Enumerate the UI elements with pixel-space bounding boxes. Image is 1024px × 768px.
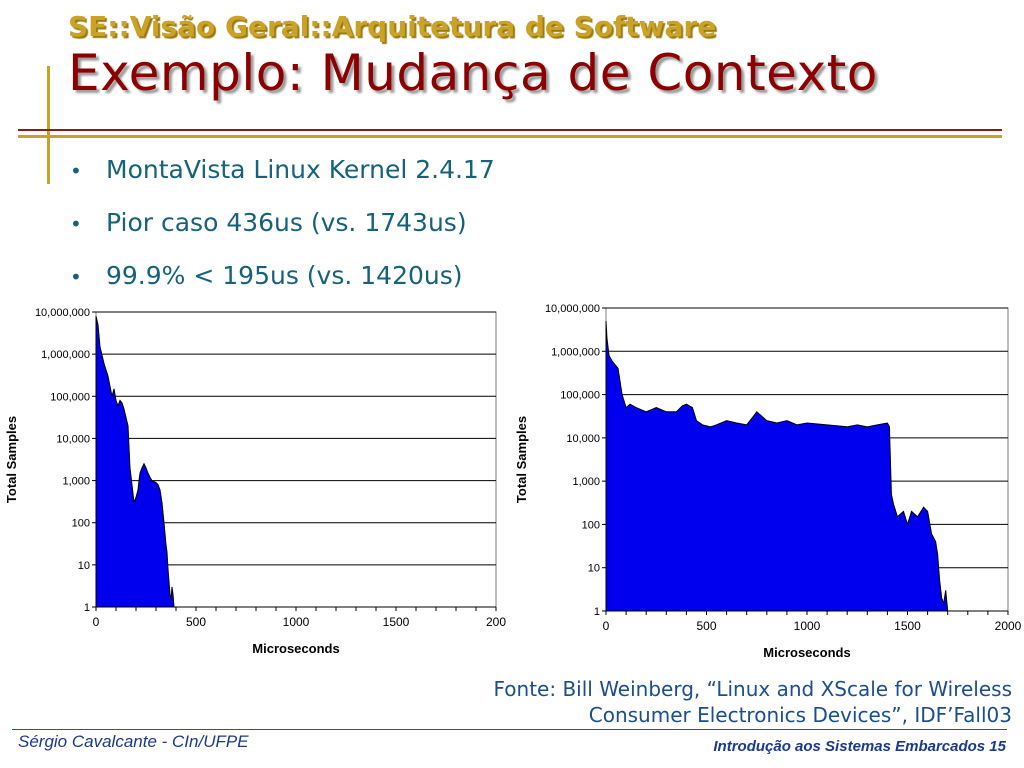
x-axis-title: Microseconds (763, 645, 850, 660)
histogram-area-series (605, 321, 949, 612)
y-tick-label: 1,000,000 (41, 349, 90, 361)
footer-course-page: Introdução aos Sistemas Embarcados 15 (713, 738, 1006, 755)
x-axis-title: Microseconds (252, 641, 339, 656)
y-tick-label: 1 (84, 602, 90, 614)
y-tick-label: 10 (588, 563, 600, 575)
x-tick-label: 1000 (794, 619, 821, 633)
y-tick-label: 10,000,000 (35, 307, 90, 319)
x-tick-label: 500 (696, 619, 716, 633)
y-tick-label: 100 (582, 519, 600, 531)
source-line: Fonte: Bill Weinberg, “Linux and XScale … (493, 677, 1013, 701)
y-tick-label: 10,000 (566, 433, 600, 445)
bullet-item: • Pior caso 436us (vs. 1743us) (70, 203, 495, 256)
x-tick-label: 1500 (894, 619, 921, 633)
bullet-list: • MontaVista Linux Kernel 2.4.17 • Pior ca… (70, 150, 495, 309)
latency-histogram-chart-baseline: 1 10 100 1,000 10,000 100,000 1,000,000 10,000,… (514, 303, 1022, 660)
x-tick-label: 0 (603, 619, 610, 633)
y-tick-label: 100,000 (50, 391, 90, 403)
y-tick-label: 10 (78, 560, 90, 572)
source-line: Consumer Electronics Devices”, IDF’Fall0… (588, 703, 1012, 727)
y-tick-label: 10,000,000 (545, 303, 600, 315)
slide-title: Exemplo: Mudança de Contexto (68, 44, 878, 102)
x-tick-label: 1000 (283, 615, 310, 629)
x-tick-label: 0 (93, 615, 100, 629)
source-citation: Fonte: Bill Weinberg, “Linux and XScale … (494, 676, 1013, 728)
footer-rule (12, 729, 1007, 730)
y-tick-label: 1 (594, 606, 600, 618)
bullet-dot-icon: • (70, 265, 82, 289)
title-accent-vertical-bar (47, 66, 50, 184)
bullet-text: MontaVista Linux Kernel 2.4.17 (106, 155, 495, 184)
bullet-text: Pior caso 436us (vs. 1743us) (106, 208, 467, 237)
x-tick-label: 1500 (383, 615, 410, 629)
bullet-item: • 99.9% < 195us (vs. 1420us) (70, 256, 495, 309)
y-axis-title: Total Samples (4, 416, 19, 503)
bullet-dot-icon: • (70, 159, 82, 183)
x-tick-label: 2000 (995, 619, 1022, 633)
bullet-item: • MontaVista Linux Kernel 2.4.17 (70, 150, 495, 203)
y-axis-title: Total Samples (514, 416, 529, 503)
breadcrumb: SE::Visão Geral::Arquitetura de Software (68, 10, 717, 43)
y-tick-label: 1,000,000 (551, 346, 600, 358)
bullet-dot-icon: • (70, 212, 82, 236)
x-tick-label: 500 (186, 615, 206, 629)
latency-histogram-chart-kernel-2417: 1 10 100 1,000 10,000 100,000 1,000,000 10,000,… (4, 307, 506, 656)
title-underline-gold (18, 135, 1002, 138)
histogram-area-series (95, 315, 176, 608)
bullet-text: 99.9% < 195us (vs. 1420us) (106, 261, 463, 290)
title-underline-red (18, 129, 1002, 131)
y-tick-label: 10,000 (56, 433, 90, 445)
y-tick-label: 100,000 (560, 390, 600, 402)
y-tick-label: 1,000 (572, 476, 600, 488)
footer-author: Sérgio Cavalcante - CIn/UFPE (18, 732, 249, 751)
y-tick-label: 100 (72, 518, 90, 530)
x-tick-label: 200 (486, 615, 506, 629)
y-tick-label: 1,000 (62, 476, 90, 488)
